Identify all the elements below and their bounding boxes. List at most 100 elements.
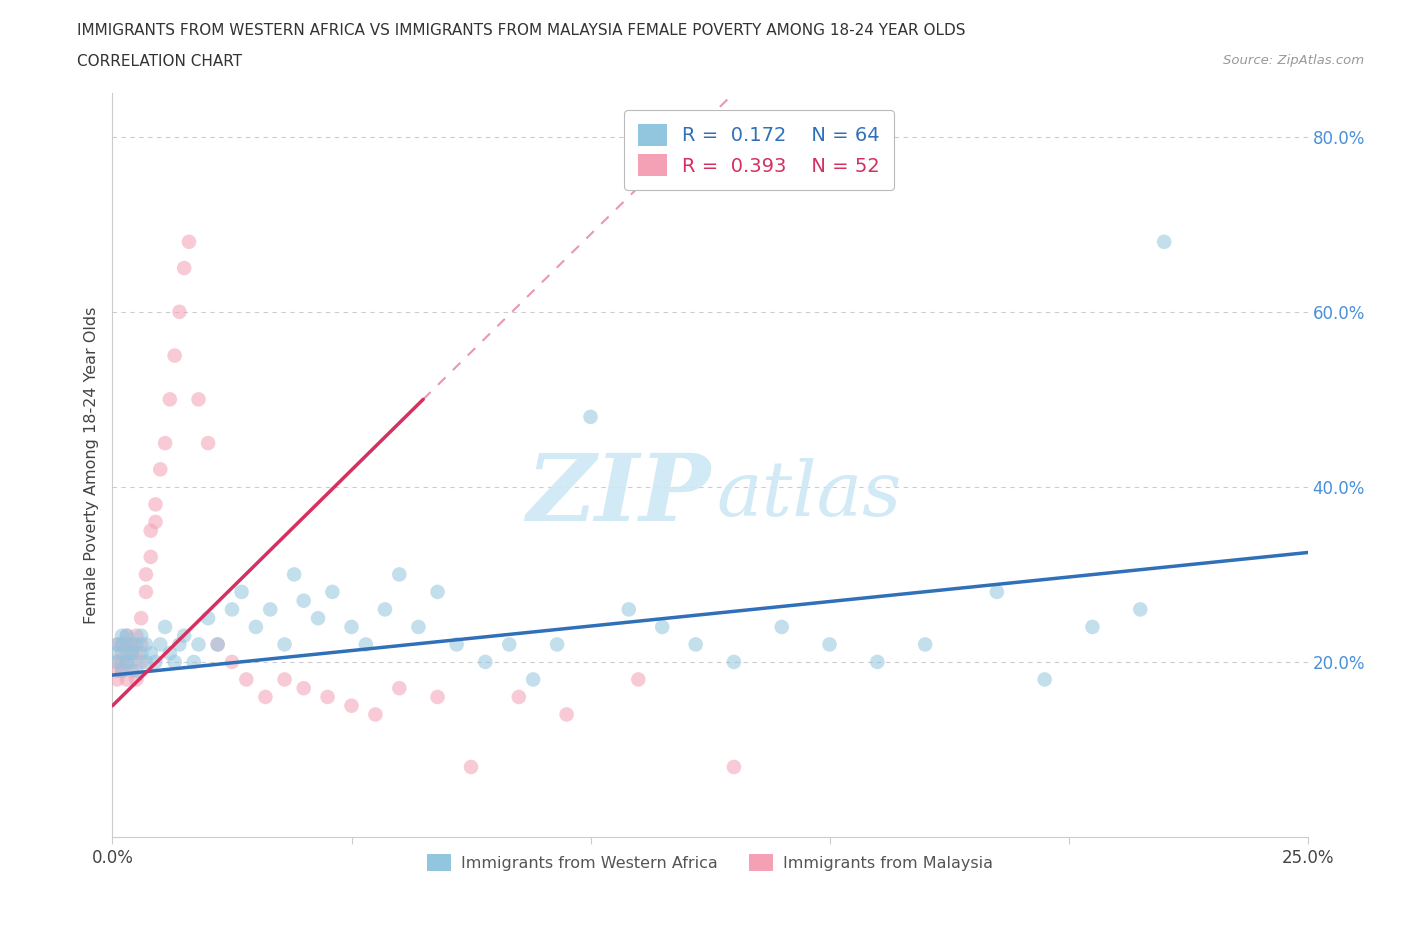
Point: [374, 602, 396, 617]
Point: [283, 567, 305, 582]
Point: [354, 637, 377, 652]
Text: ZIP: ZIP: [526, 450, 710, 539]
Point: [135, 637, 157, 652]
Point: [115, 672, 138, 687]
Point: [111, 645, 134, 660]
Point: [207, 637, 229, 652]
Point: [121, 645, 143, 660]
Point: [316, 689, 339, 704]
Point: [173, 629, 195, 644]
Point: [617, 602, 640, 617]
Point: [231, 584, 253, 599]
Point: [508, 689, 530, 704]
Point: [914, 637, 936, 652]
Point: [111, 663, 134, 678]
Point: [292, 681, 315, 696]
Point: [105, 672, 128, 687]
Point: [579, 409, 602, 424]
Point: [111, 637, 134, 652]
Point: [221, 602, 243, 617]
Point: [498, 637, 520, 652]
Point: [163, 348, 186, 363]
Point: [173, 260, 195, 275]
Point: [125, 663, 148, 678]
Point: [105, 637, 128, 652]
Point: [259, 602, 281, 617]
Point: [145, 514, 167, 529]
Point: [426, 584, 449, 599]
Point: [139, 550, 162, 565]
Point: [125, 645, 148, 660]
Point: [115, 655, 138, 670]
Point: [651, 619, 673, 634]
Point: [105, 637, 128, 652]
Point: [388, 681, 411, 696]
Point: [121, 663, 143, 678]
Point: [159, 392, 181, 406]
Point: [723, 760, 745, 775]
Point: [129, 629, 152, 644]
Point: [254, 689, 277, 704]
Point: [169, 637, 191, 652]
Text: CORRELATION CHART: CORRELATION CHART: [77, 54, 242, 69]
Legend: Immigrants from Western Africa, Immigrants from Malaysia: Immigrants from Western Africa, Immigran…: [420, 848, 1000, 877]
Point: [321, 584, 343, 599]
Text: Source: ZipAtlas.com: Source: ZipAtlas.com: [1223, 54, 1364, 67]
Point: [474, 655, 496, 670]
Point: [1129, 602, 1152, 617]
Point: [221, 655, 243, 670]
Point: [135, 567, 157, 582]
Point: [129, 611, 152, 626]
Point: [129, 645, 152, 660]
Point: [115, 629, 138, 644]
Point: [121, 637, 143, 652]
Point: [115, 637, 138, 652]
Point: [235, 672, 257, 687]
Point: [364, 707, 387, 722]
Point: [866, 655, 889, 670]
Point: [111, 629, 134, 644]
Point: [149, 637, 172, 652]
Point: [105, 655, 128, 670]
Point: [770, 619, 793, 634]
Point: [197, 435, 219, 450]
Point: [115, 655, 138, 670]
Point: [408, 619, 430, 634]
Point: [1033, 672, 1056, 687]
Point: [685, 637, 707, 652]
Point: [115, 629, 138, 644]
Point: [115, 645, 138, 660]
Point: [135, 655, 157, 670]
Point: [145, 655, 167, 670]
Point: [273, 637, 295, 652]
Text: atlas: atlas: [716, 458, 901, 532]
Point: [129, 637, 152, 652]
Point: [627, 672, 650, 687]
Point: [163, 655, 186, 670]
Point: [460, 760, 482, 775]
Point: [121, 645, 143, 660]
Point: [125, 637, 148, 652]
Point: [153, 435, 176, 450]
Point: [149, 462, 172, 477]
Point: [139, 524, 162, 538]
Point: [111, 663, 134, 678]
Point: [446, 637, 468, 652]
Point: [177, 234, 200, 249]
Point: [125, 629, 148, 644]
Point: [207, 637, 229, 652]
Point: [986, 584, 1008, 599]
Point: [187, 637, 209, 652]
Point: [129, 655, 152, 670]
Point: [125, 672, 148, 687]
Point: [105, 645, 128, 660]
Point: [105, 663, 128, 678]
Point: [340, 698, 363, 713]
Point: [159, 645, 181, 660]
Point: [139, 645, 162, 660]
Point: [135, 584, 157, 599]
Point: [111, 637, 134, 652]
Point: [546, 637, 568, 652]
Point: [555, 707, 578, 722]
Point: [292, 593, 315, 608]
